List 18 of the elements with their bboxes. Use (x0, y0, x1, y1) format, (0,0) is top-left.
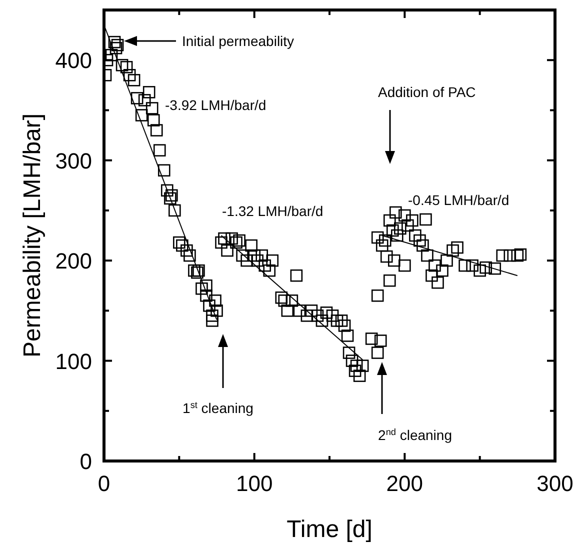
y-tick-label: 400 (55, 48, 92, 74)
annotation: -1.32 LMH/bar/d (222, 203, 324, 219)
y-tick-label: 0 (80, 449, 92, 474)
annotation: Addition of PAC (378, 84, 476, 100)
x-tick-label: 300 (536, 471, 574, 496)
annotation: 1$^{st}$ cleaning (182, 400, 254, 416)
x-tick-label: 200 (386, 471, 424, 496)
annotation: 2$^{nd}$ cleaning (378, 427, 452, 443)
y-tick-label: 100 (55, 348, 92, 374)
y-tick-label: 300 (55, 148, 92, 174)
annotation: Initial permeability (182, 33, 294, 49)
x-tick-label: 0 (98, 471, 110, 496)
annotation: -3.92 LMH/bar/d (165, 97, 266, 113)
y-axis-title: Permeability [LMH/bar] (19, 113, 46, 358)
x-tick-label: 100 (236, 471, 273, 496)
x-axis-title: Time [d] (286, 516, 372, 543)
y-tick-label: 200 (55, 248, 92, 274)
annotation: -0.45 LMH/bar/d (408, 192, 510, 208)
